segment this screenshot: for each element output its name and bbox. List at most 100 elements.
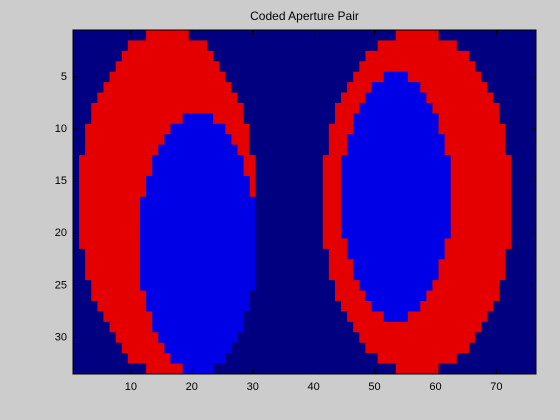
heatmap-cell bbox=[487, 186, 494, 198]
heatmap-cell bbox=[334, 342, 342, 354]
heatmap-cell bbox=[267, 248, 275, 260]
y-tick-label: 5 bbox=[61, 71, 67, 83]
heatmap-cell bbox=[505, 30, 513, 41]
heatmap-cell bbox=[505, 342, 513, 354]
heatmap-cell bbox=[395, 363, 403, 375]
x-tick-label: 10 bbox=[125, 381, 137, 393]
heatmap-cell bbox=[194, 259, 202, 271]
heatmap-cell bbox=[146, 301, 153, 312]
heatmap-cell bbox=[499, 113, 506, 125]
heatmap-cell bbox=[304, 311, 311, 323]
heatmap-cell bbox=[213, 165, 220, 177]
heatmap-cell bbox=[243, 144, 251, 156]
heatmap-cell bbox=[371, 134, 379, 146]
heatmap-cell bbox=[152, 50, 159, 62]
heatmap-cell bbox=[274, 228, 281, 239]
heatmap-cell bbox=[73, 301, 80, 312]
heatmap-cell bbox=[292, 217, 299, 229]
heatmap-cell bbox=[170, 144, 177, 156]
heatmap-cell bbox=[529, 217, 537, 229]
heatmap-cell bbox=[176, 301, 184, 312]
heatmap-cell bbox=[267, 353, 275, 364]
heatmap-cell bbox=[481, 269, 488, 281]
heatmap-cell bbox=[237, 155, 244, 166]
heatmap-cell bbox=[274, 248, 281, 260]
heatmap-cell bbox=[170, 113, 177, 125]
heatmap-cell bbox=[365, 144, 372, 156]
heatmap-cell bbox=[115, 144, 123, 156]
heatmap-cell bbox=[133, 175, 141, 187]
heatmap-cell bbox=[493, 102, 500, 114]
heatmap-cell bbox=[377, 92, 385, 104]
heatmap-cell bbox=[97, 92, 104, 104]
heatmap-cell bbox=[334, 269, 342, 281]
heatmap-cell bbox=[475, 238, 482, 250]
heatmap-cell bbox=[389, 207, 397, 219]
heatmap-cell bbox=[328, 228, 336, 239]
heatmap-cell bbox=[85, 196, 92, 208]
heatmap-cell bbox=[152, 353, 159, 364]
heatmap-cell bbox=[274, 71, 281, 83]
heatmap-cell bbox=[200, 207, 208, 219]
heatmap-cell bbox=[298, 321, 305, 333]
heatmap-cell bbox=[79, 144, 86, 156]
heatmap-cell bbox=[389, 113, 397, 125]
heatmap-cell bbox=[365, 353, 372, 364]
heatmap-cell bbox=[414, 186, 421, 198]
heatmap-cell bbox=[127, 113, 135, 125]
heatmap-cell bbox=[249, 196, 257, 208]
heatmap-cell bbox=[91, 50, 98, 62]
heatmap-cell bbox=[444, 321, 452, 333]
heatmap-cell bbox=[85, 259, 92, 271]
heatmap-cell bbox=[341, 207, 348, 219]
heatmap-cell bbox=[194, 113, 202, 125]
heatmap-cell bbox=[505, 165, 513, 177]
heatmap-cell bbox=[91, 175, 98, 187]
heatmap-cell bbox=[426, 301, 433, 312]
heatmap-cell bbox=[286, 175, 293, 187]
heatmap-cell bbox=[499, 123, 506, 135]
heatmap-cell bbox=[517, 113, 525, 125]
heatmap-cell bbox=[401, 82, 409, 93]
heatmap-cell bbox=[529, 238, 537, 250]
heatmap-cell bbox=[487, 61, 494, 73]
heatmap-cell bbox=[304, 123, 311, 135]
heatmap-cell bbox=[261, 102, 269, 114]
heatmap-cell bbox=[194, 248, 202, 260]
heatmap-cell bbox=[292, 353, 299, 364]
heatmap-cell bbox=[505, 144, 513, 156]
heatmap-cell bbox=[237, 217, 244, 229]
heatmap-cell bbox=[182, 217, 190, 229]
heatmap-cell bbox=[219, 113, 226, 125]
heatmap-cell bbox=[426, 321, 433, 333]
heatmap-cell bbox=[182, 207, 190, 219]
heatmap-cell bbox=[426, 238, 433, 250]
heatmap-cell bbox=[121, 353, 129, 364]
heatmap-cell bbox=[365, 102, 372, 114]
axes-box bbox=[72, 29, 537, 375]
heatmap-cell bbox=[414, 353, 421, 364]
heatmap-cell bbox=[505, 61, 513, 73]
heatmap-cell bbox=[505, 248, 513, 260]
heatmap-cell bbox=[438, 248, 446, 260]
heatmap-cell bbox=[383, 363, 391, 375]
heatmap-cell bbox=[255, 82, 263, 93]
heatmap-cell bbox=[152, 61, 159, 73]
heatmap-cell bbox=[365, 301, 372, 312]
heatmap-cell bbox=[97, 342, 104, 354]
heatmap-cell bbox=[170, 175, 177, 187]
heatmap-cell bbox=[219, 82, 226, 93]
heatmap-cell bbox=[334, 61, 342, 73]
heatmap-cell bbox=[389, 290, 397, 302]
heatmap-cell bbox=[237, 71, 244, 83]
heatmap-cell bbox=[408, 113, 415, 125]
heatmap-cell bbox=[395, 238, 403, 250]
heatmap-cell bbox=[408, 342, 415, 354]
heatmap-cell bbox=[481, 61, 488, 73]
heatmap-cell bbox=[395, 71, 403, 83]
heatmap-cell bbox=[146, 92, 153, 104]
heatmap-cell bbox=[371, 144, 379, 156]
heatmap-cell bbox=[146, 30, 153, 41]
heatmap-cell bbox=[298, 301, 305, 312]
heatmap-cell bbox=[225, 102, 232, 114]
